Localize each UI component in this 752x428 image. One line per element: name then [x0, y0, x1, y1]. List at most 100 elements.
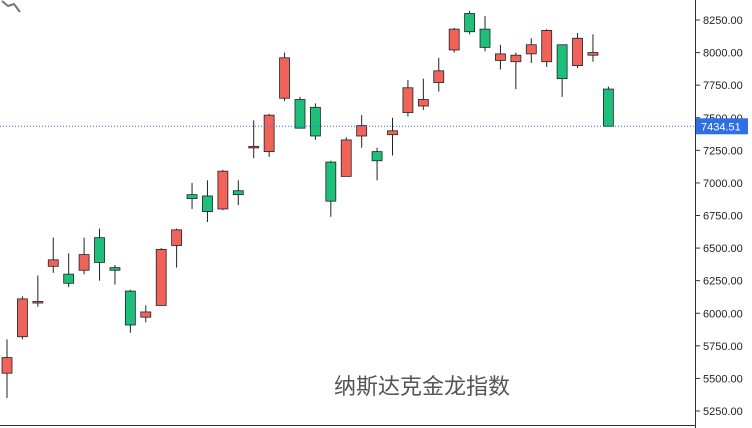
y-tick-label: 5750.00 — [703, 341, 743, 353]
y-tick-label: 7750.00 — [703, 80, 743, 92]
candle — [572, 33, 583, 69]
candle — [371, 147, 383, 181]
candle — [464, 10, 476, 35]
y-tick-label: 5250.00 — [703, 406, 743, 418]
candle-body — [186, 194, 198, 199]
candle-body — [1, 357, 13, 374]
candle-body — [309, 106, 321, 137]
candle-body — [340, 139, 352, 177]
y-tick-label: 7250.00 — [703, 145, 743, 157]
y-tick-label: 6500.00 — [703, 243, 743, 255]
candle — [263, 113, 275, 157]
y-tick-label: 7000.00 — [703, 178, 743, 190]
candle — [309, 103, 321, 140]
candle — [279, 52, 290, 101]
price-axis: 8250.008000.007750.007500.007250.007000.… — [695, 15, 743, 418]
y-tick-label: 5500.00 — [703, 373, 743, 385]
candle-body — [325, 161, 337, 202]
candle — [109, 265, 121, 285]
candle-body — [510, 54, 522, 63]
candle — [433, 57, 445, 92]
last-price-tag: 7434.51 — [696, 118, 748, 135]
candle-body — [387, 130, 398, 136]
candle — [340, 137, 352, 177]
y-tick-label: 8000.00 — [703, 48, 743, 60]
candle — [356, 115, 368, 148]
candle — [402, 79, 414, 117]
candle — [124, 289, 136, 333]
candle — [202, 180, 213, 223]
candle-body — [155, 248, 167, 306]
y-tick-label: 6750.00 — [703, 211, 743, 223]
candle — [294, 96, 306, 129]
candle — [525, 38, 537, 64]
candle — [171, 228, 183, 268]
candle-body — [525, 44, 537, 55]
candle-body — [63, 273, 75, 284]
last-price-tag-box — [696, 118, 748, 135]
candle-body — [587, 52, 599, 56]
candle-body — [279, 57, 290, 99]
candle-body — [464, 13, 476, 33]
candle — [248, 120, 260, 159]
candle-body — [32, 301, 44, 304]
candle-body — [263, 114, 275, 153]
candle-body — [541, 30, 553, 63]
candle-body — [448, 28, 460, 51]
candle — [587, 34, 599, 62]
candle-body — [479, 28, 491, 48]
candle-body — [17, 298, 28, 338]
candle-body — [202, 195, 213, 212]
candle-body — [232, 190, 244, 196]
candle — [47, 237, 59, 273]
candle-body — [602, 88, 614, 127]
candle-body — [402, 87, 414, 113]
candle-body — [47, 259, 59, 267]
y-tick-label: 6000.00 — [703, 308, 743, 320]
candle-body — [124, 290, 136, 326]
plot-frame — [0, 0, 696, 428]
candle-body — [294, 99, 306, 129]
candle — [140, 305, 152, 323]
corner-drawing-icon — [1, 0, 21, 13]
candle — [217, 169, 229, 211]
candle-body — [248, 146, 260, 149]
candle — [541, 29, 553, 67]
candle — [556, 44, 568, 97]
candle-body — [371, 151, 383, 162]
candle-body — [78, 254, 90, 271]
candle — [1, 339, 13, 398]
candle — [495, 44, 506, 70]
candle-body — [356, 125, 368, 137]
candle-body — [217, 170, 229, 210]
candle-body — [94, 237, 105, 263]
candle — [17, 296, 28, 340]
chart-title: 纳斯达克金龙指数 — [334, 375, 510, 400]
candle — [186, 182, 198, 209]
candle — [78, 237, 90, 275]
candle-body — [572, 37, 583, 67]
candle — [510, 52, 522, 90]
candle-body — [171, 229, 183, 246]
candle — [448, 27, 460, 53]
last-price-label: 7434.51 — [701, 121, 741, 133]
candle — [387, 117, 398, 156]
candle-body — [109, 267, 121, 271]
candle-body — [556, 44, 568, 80]
candle-body — [140, 311, 152, 318]
y-tick-label: 8250.00 — [703, 15, 743, 27]
candle — [417, 78, 429, 110]
candle — [232, 180, 244, 206]
candle — [63, 253, 75, 288]
candle-body — [417, 99, 429, 107]
candle — [602, 86, 614, 127]
candle — [32, 275, 44, 307]
candle — [479, 16, 491, 52]
candle-body — [433, 70, 445, 83]
candle — [325, 160, 337, 217]
y-tick-label: 6250.00 — [703, 276, 743, 288]
candle — [155, 248, 167, 306]
candle — [94, 228, 105, 281]
